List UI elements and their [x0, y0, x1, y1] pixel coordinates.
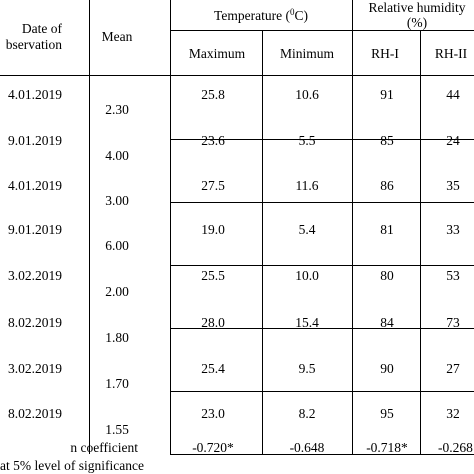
cell-date: 8.02.2019: [8, 406, 62, 421]
cell-min: 15.4: [295, 315, 319, 330]
rule-row-4: [170, 328, 474, 329]
cell-mean: 2.00: [105, 284, 129, 299]
cell-rh2: 73: [446, 315, 460, 330]
cell-max: 23.0: [201, 406, 225, 421]
cell-date: 4.01.2019: [8, 178, 62, 193]
correlation-label: n coefficient: [70, 440, 138, 455]
cell-mean: 6.00: [105, 238, 129, 253]
cell-max: 28.0: [201, 315, 225, 330]
cell-mean: 2.30: [105, 102, 129, 117]
header-rh-line2: (%): [406, 15, 428, 30]
cell-rh1: 95: [380, 406, 394, 421]
cell-rh1: 86: [380, 178, 394, 193]
cell-date: 3.02.2019: [8, 361, 62, 376]
cell-rh1: 90: [380, 361, 394, 376]
cell-mean: 4.00: [105, 148, 129, 163]
header-maximum: Maximum: [188, 46, 246, 61]
cell-max: 23.6: [201, 133, 225, 148]
cell-min: 11.6: [295, 178, 319, 193]
header-date-line2: bservation: [5, 37, 62, 52]
cell-min: 9.5: [298, 361, 316, 376]
cell-mean: 1.55: [105, 422, 129, 437]
cell-min: 8.2: [298, 406, 316, 421]
cell-max: 25.4: [201, 361, 225, 376]
correlation-rh1: -0.718*: [366, 440, 408, 455]
rule-row-1: [170, 139, 474, 140]
rule-col-max: [170, 0, 171, 454]
header-date-line1: Date of: [21, 21, 62, 36]
rule-header-mid: [170, 30, 474, 31]
cell-rh2: 32: [446, 406, 460, 421]
cell-mean: 1.70: [105, 376, 129, 391]
cell-rh1: 85: [380, 133, 394, 148]
rule-col-rh2: [420, 30, 421, 454]
rule-row-6: [170, 454, 474, 455]
header-mean: Mean: [101, 29, 133, 44]
cell-rh2: 44: [446, 87, 460, 102]
cell-max: 25.8: [201, 87, 225, 102]
cell-rh1: 80: [380, 268, 394, 283]
cell-max: 25.5: [201, 268, 225, 283]
rule-col-rh1: [352, 0, 353, 454]
cell-mean: 1.80: [105, 330, 129, 345]
header-rh2: RH-II: [434, 46, 468, 61]
cell-rh2: 35: [446, 178, 460, 193]
cell-date: 4.01.2019: [8, 87, 62, 102]
rule-row-3: [170, 265, 474, 266]
correlation-min: -0.648: [289, 440, 325, 455]
cell-date: 9.01.2019: [8, 133, 62, 148]
cell-rh2: 53: [446, 268, 460, 283]
correlation-max: -0.720*: [192, 440, 234, 455]
rule-header-bottom: [0, 75, 474, 76]
cell-rh2: 24: [446, 133, 460, 148]
header-rh-line1: Relative humidity: [368, 0, 466, 15]
cell-rh1: 84: [380, 315, 394, 330]
cell-min: 5.5: [298, 133, 316, 148]
rule-row-5: [170, 391, 474, 392]
cell-mean: 3.00: [105, 193, 129, 208]
header-rh1: RH-I: [371, 46, 399, 61]
cell-rh2: 33: [446, 222, 460, 237]
cell-rh2: 27: [446, 361, 460, 376]
footnote: at 5% level of significance: [0, 458, 144, 473]
header-minimum: Minimum: [279, 46, 335, 61]
rule-col-mean: [89, 0, 90, 454]
header-temperature: Temperature (0C): [214, 7, 308, 24]
cell-min: 10.0: [295, 268, 319, 283]
cell-max: 19.0: [201, 222, 225, 237]
cell-min: 10.6: [295, 87, 319, 102]
cell-date: 8.02.2019: [8, 315, 62, 330]
cell-date: 3.02.2019: [8, 268, 62, 283]
cell-max: 27.5: [201, 178, 225, 193]
correlation-rh2: -0.268: [438, 440, 473, 455]
cell-date: 9.01.2019: [8, 222, 62, 237]
rule-col-min: [262, 30, 263, 454]
cell-rh1: 81: [380, 222, 394, 237]
rule-row-2: [170, 202, 474, 203]
cell-rh1: 91: [380, 87, 394, 102]
cell-min: 5.4: [298, 222, 316, 237]
